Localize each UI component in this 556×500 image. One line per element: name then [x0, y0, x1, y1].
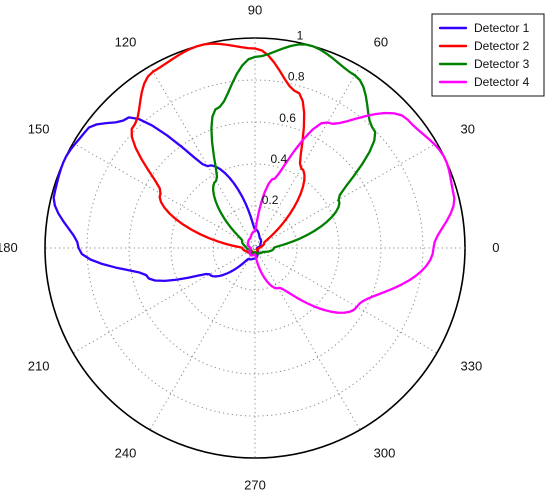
legend-label-2: Detector 2: [474, 39, 530, 53]
labels-layer: 0 30 60 90 120 150 180 210 240 270 300 330 0.2 0.4 0.6…: [0, 3, 500, 493]
series-point-4-9: [247, 243, 249, 245]
series-point-2-8: [132, 125, 134, 127]
theta-tick-label: 180: [0, 240, 18, 255]
radial-tick-label: 1: [297, 29, 304, 43]
series-point-2-6: [199, 44, 201, 46]
series-point-4-6: [272, 178, 274, 180]
series-point-3-10: [245, 247, 247, 249]
theta-tick-label: 240: [115, 446, 137, 461]
series-point-2-9: [159, 192, 161, 194]
series-point-3-6: [254, 56, 256, 58]
series-point-4-7: [254, 230, 256, 232]
series-point-3-13: [254, 251, 256, 253]
theta-tick-label: 150: [28, 121, 50, 136]
series-point-3-8: [215, 180, 217, 182]
series-point-3-1: [273, 247, 275, 249]
theta-tick-label: 90: [248, 3, 262, 18]
series-point-2-3: [300, 167, 302, 169]
legend-label-3: Detector 3: [474, 57, 530, 71]
theta-tick-label: 30: [461, 121, 475, 136]
series-point-4-4: [407, 119, 409, 121]
series-point-4-12: [250, 254, 252, 256]
radial-tick-label: 0.4: [270, 152, 287, 166]
theta-tick-label: 60: [374, 34, 388, 49]
series-point-4-2: [453, 194, 455, 196]
legend: Detector 1 Detector 2 Detector 3 Detector 4: [431, 13, 545, 97]
series-point-1-3: [259, 238, 261, 240]
series-point-3-15: [261, 251, 263, 253]
series-point-1-5: [207, 165, 209, 167]
series-line-2: [130, 42, 306, 256]
polar-radial-gridline: [170, 163, 340, 333]
series-point-3-14: [257, 252, 259, 254]
theta-tick-label: 0: [492, 240, 499, 255]
theta-tick-label: 300: [374, 446, 396, 461]
series-point-3-4: [354, 74, 356, 76]
legend-label-4: Detector 4: [474, 75, 530, 89]
grid-layer: [44, 37, 466, 459]
series-point-2-15: [256, 248, 258, 250]
series-point-4-11: [248, 250, 250, 252]
series-point-1-9: [53, 193, 55, 195]
series-point-4-5: [326, 121, 328, 123]
series-point-2-1: [258, 247, 260, 249]
series-point-4-3: [444, 158, 446, 160]
series-point-4-13: [254, 253, 256, 255]
series-point-3-9: [241, 239, 243, 241]
series-point-2-2: [263, 242, 265, 244]
series-point-3-5: [308, 44, 310, 46]
series-point-3-2: [337, 199, 339, 201]
radial-tick-label: 0.8: [288, 70, 305, 84]
series-point-2-4: [296, 91, 298, 93]
series-point-1-7: [85, 129, 87, 131]
series-point-3-7: [216, 107, 218, 109]
series-point-4-8: [249, 238, 251, 240]
series-point-1-6: [125, 118, 127, 120]
radial-tick-label: 0.2: [262, 193, 279, 207]
theta-tick-label: 270: [244, 477, 266, 492]
theta-tick-label: 330: [461, 359, 483, 374]
series-point-4-10: [250, 247, 252, 249]
series-line-4: [246, 111, 456, 314]
series-point-3-3: [373, 128, 375, 130]
series-layer: [52, 42, 456, 314]
series-point-4-1: [432, 247, 434, 249]
series-point-1-11: [146, 276, 148, 278]
theta-tick-label: 120: [115, 34, 137, 49]
theta-tick-label: 210: [28, 359, 50, 374]
series-point-1-13: [248, 258, 250, 260]
series-point-4-15: [356, 306, 358, 308]
series-point-2-5: [254, 47, 256, 49]
series-point-2-7: [152, 70, 154, 72]
legend-label-1: Detector 1: [474, 21, 530, 35]
series-point-2-10: [241, 247, 243, 249]
series-point-4-14: [277, 287, 279, 289]
series-point-1-12: [208, 273, 210, 275]
series-line-3: [210, 43, 377, 255]
polar-radial-gridline: [86, 79, 424, 417]
series-point-1-8: [63, 158, 65, 160]
series-point-1-10: [77, 247, 79, 249]
radial-tick-label: 0.6: [279, 111, 296, 125]
